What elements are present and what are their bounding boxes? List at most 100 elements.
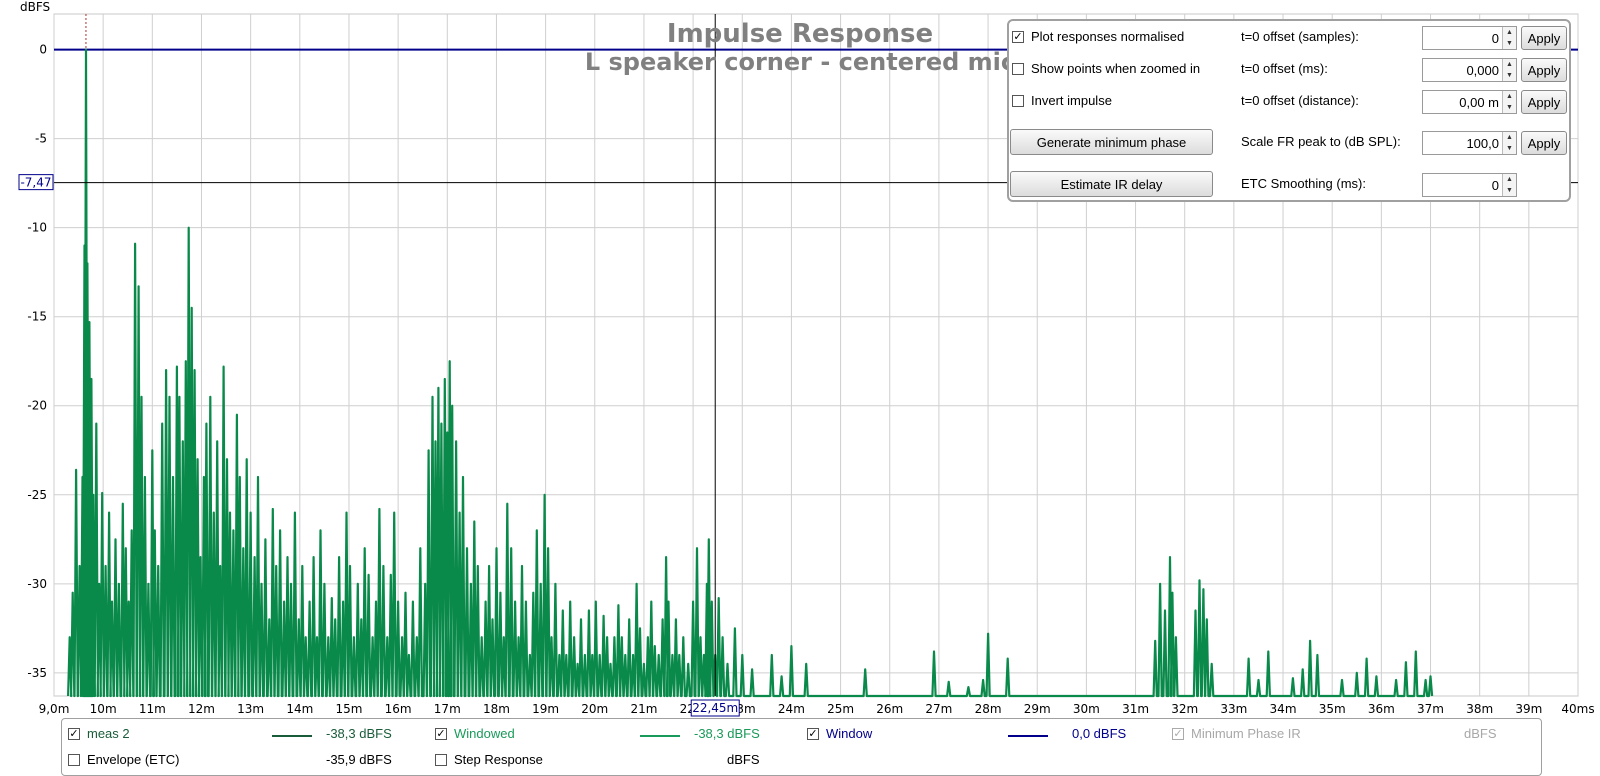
estimate-ir-delay-button[interactable]: Estimate IR delay — [1010, 171, 1213, 197]
windowed-checkbox[interactable]: ✓ — [435, 728, 447, 740]
x-tick-label: 24m — [778, 702, 805, 716]
apply-offset-distance-button[interactable]: Apply — [1521, 90, 1567, 114]
legend-windowed-swatch — [640, 735, 680, 737]
offset-distance-spinner[interactable]: ▲ ▼ — [1422, 90, 1517, 114]
window-checkbox[interactable]: ✓ — [807, 728, 819, 740]
x-tick-label: 19m — [532, 702, 559, 716]
x-tick-label: 30m — [1073, 702, 1100, 716]
y-tick-label: -20 — [27, 399, 47, 413]
spinner-up-icon[interactable]: ▲ — [1502, 27, 1516, 38]
spinner-down-icon[interactable]: ▼ — [1502, 143, 1516, 154]
apply-offset-ms-button[interactable]: Apply — [1521, 58, 1567, 82]
minphase-checkbox[interactable]: ✓ — [1172, 728, 1184, 740]
envelope-checkbox[interactable] — [68, 754, 80, 766]
x-tick-label: 20m — [581, 702, 608, 716]
x-tick-label: 40ms — [1561, 702, 1594, 716]
legend-minphase-value: dBFS — [1464, 726, 1497, 741]
spinner-down-icon[interactable]: ▼ — [1502, 70, 1516, 81]
legend-meas2-swatch — [272, 735, 312, 737]
offset-samples-label: t=0 offset (samples): — [1241, 29, 1359, 44]
legend-windowed-value: -38,3 dBFS — [694, 726, 760, 741]
x-tick-label: 11m — [139, 702, 166, 716]
offset-samples-spinner[interactable]: ▲ ▼ — [1422, 26, 1517, 50]
etc-smoothing-input[interactable] — [1423, 174, 1502, 196]
y-tick-label: 0 — [39, 43, 47, 57]
apply-scale-fr-button[interactable]: Apply — [1521, 131, 1567, 155]
legend-step-label: Step Response — [454, 752, 543, 767]
scale-fr-spinner[interactable]: ▲ ▼ — [1422, 131, 1517, 155]
invert-impulse-label: Invert impulse — [1031, 93, 1112, 108]
legend-window-swatch — [1008, 735, 1048, 737]
y-tick-label: -25 — [27, 488, 47, 502]
spinner-up-icon[interactable]: ▲ — [1502, 174, 1516, 185]
ir-control-panel: ✓ Plot responses normalised Show points … — [1007, 19, 1571, 202]
offset-ms-label: t=0 offset (ms): — [1241, 61, 1328, 76]
spinner-up-icon[interactable]: ▲ — [1502, 132, 1516, 143]
series-windowed-line — [67, 48, 1434, 698]
spinner-down-icon[interactable]: ▼ — [1502, 38, 1516, 49]
x-tick-label: 32m — [1171, 702, 1198, 716]
x-tick-label: 38m — [1466, 702, 1493, 716]
x-tick-label: 27m — [925, 702, 952, 716]
legend-envelope-label: Envelope (ETC) — [87, 752, 180, 767]
x-tick-label: 18m — [483, 702, 510, 716]
y-axis: 0 -5 -10 -15 -20 -25 -30 -35 — [27, 43, 47, 680]
spinner-down-icon[interactable]: ▼ — [1502, 102, 1516, 113]
x-tick-label: 29m — [1024, 702, 1051, 716]
x-tick-label: 16m — [385, 702, 412, 716]
spinner-up-icon[interactable]: ▲ — [1502, 59, 1516, 70]
x-tick-label: 10m — [90, 702, 117, 716]
x-tick-label: 34m — [1270, 702, 1297, 716]
invert-impulse-checkbox[interactable] — [1012, 95, 1024, 107]
spinner-up-icon[interactable]: ▲ — [1502, 91, 1516, 102]
y-tick-label: -35 — [27, 666, 47, 680]
etc-smoothing-spinner[interactable]: ▲ ▼ — [1422, 173, 1517, 197]
cursor-x-label: 22,45m — [692, 701, 738, 715]
cursor-x-label-box — [690, 699, 740, 717]
meas2-checkbox[interactable]: ✓ — [68, 728, 80, 740]
show-points-checkbox[interactable] — [1012, 63, 1024, 75]
legend-window-value: 0,0 dBFS — [1072, 726, 1127, 741]
chart-subtitle: L speaker corner - centered mic — [585, 48, 1015, 76]
offset-ms-spinner[interactable]: ▲ ▼ — [1422, 58, 1517, 82]
x-tick-label: 33m — [1220, 702, 1247, 716]
x-tick-label: 36m — [1368, 702, 1395, 716]
x-tick-label: 21m — [630, 702, 657, 716]
legend-panel: ✓ meas 2 -38,3 dBFS ✓ Windowed -38,3 dBF… — [61, 718, 1542, 776]
x-tick-label: 28m — [975, 702, 1002, 716]
x-tick-label: 39m — [1515, 702, 1542, 716]
scale-fr-label: Scale FR peak to (dB SPL): — [1241, 134, 1401, 149]
offset-ms-input[interactable] — [1423, 59, 1502, 81]
step-response-checkbox[interactable] — [435, 754, 447, 766]
cursor-y-label: -7,47 — [20, 176, 51, 190]
x-tick-label: 12m — [188, 702, 215, 716]
y-tick-label: -10 — [27, 221, 47, 235]
etc-smoothing-label: ETC Smoothing (ms): — [1241, 176, 1366, 191]
x-tick-label: 25m — [827, 702, 854, 716]
y-axis-label: dBFS — [20, 0, 50, 14]
plot-normalised-checkbox[interactable]: ✓ — [1012, 31, 1024, 43]
legend-windowed-label: Windowed — [454, 726, 515, 741]
y-tick-label: -30 — [27, 577, 47, 591]
generate-min-phase-button[interactable]: Generate minimum phase — [1010, 129, 1213, 155]
x-tick-label: 26m — [876, 702, 903, 716]
offset-distance-label: t=0 offset (distance): — [1241, 93, 1359, 108]
x-tick-label: 17m — [434, 702, 461, 716]
scale-fr-input[interactable] — [1423, 132, 1502, 154]
cursor-y-label-box — [18, 174, 54, 191]
offset-samples-input[interactable] — [1423, 27, 1502, 49]
x-tick-label: 15m — [335, 702, 362, 716]
legend-meas2-value: -38,3 dBFS — [326, 726, 392, 741]
offset-distance-input[interactable] — [1423, 91, 1502, 113]
legend-window-label: Window — [826, 726, 873, 741]
spinner-down-icon[interactable]: ▼ — [1502, 185, 1516, 196]
y-tick-label: -5 — [35, 132, 47, 146]
x-tick-label: 13m — [237, 702, 264, 716]
x-tick-label: 35m — [1319, 702, 1346, 716]
legend-envelope-value: -35,9 dBFS — [326, 752, 392, 767]
legend-step-value: dBFS — [727, 752, 760, 767]
legend-minphase-label: Minimum Phase IR — [1191, 726, 1301, 741]
x-tick-label: 37m — [1417, 702, 1444, 716]
apply-offset-samples-button[interactable]: Apply — [1521, 26, 1567, 50]
show-points-label: Show points when zoomed in — [1031, 61, 1201, 76]
